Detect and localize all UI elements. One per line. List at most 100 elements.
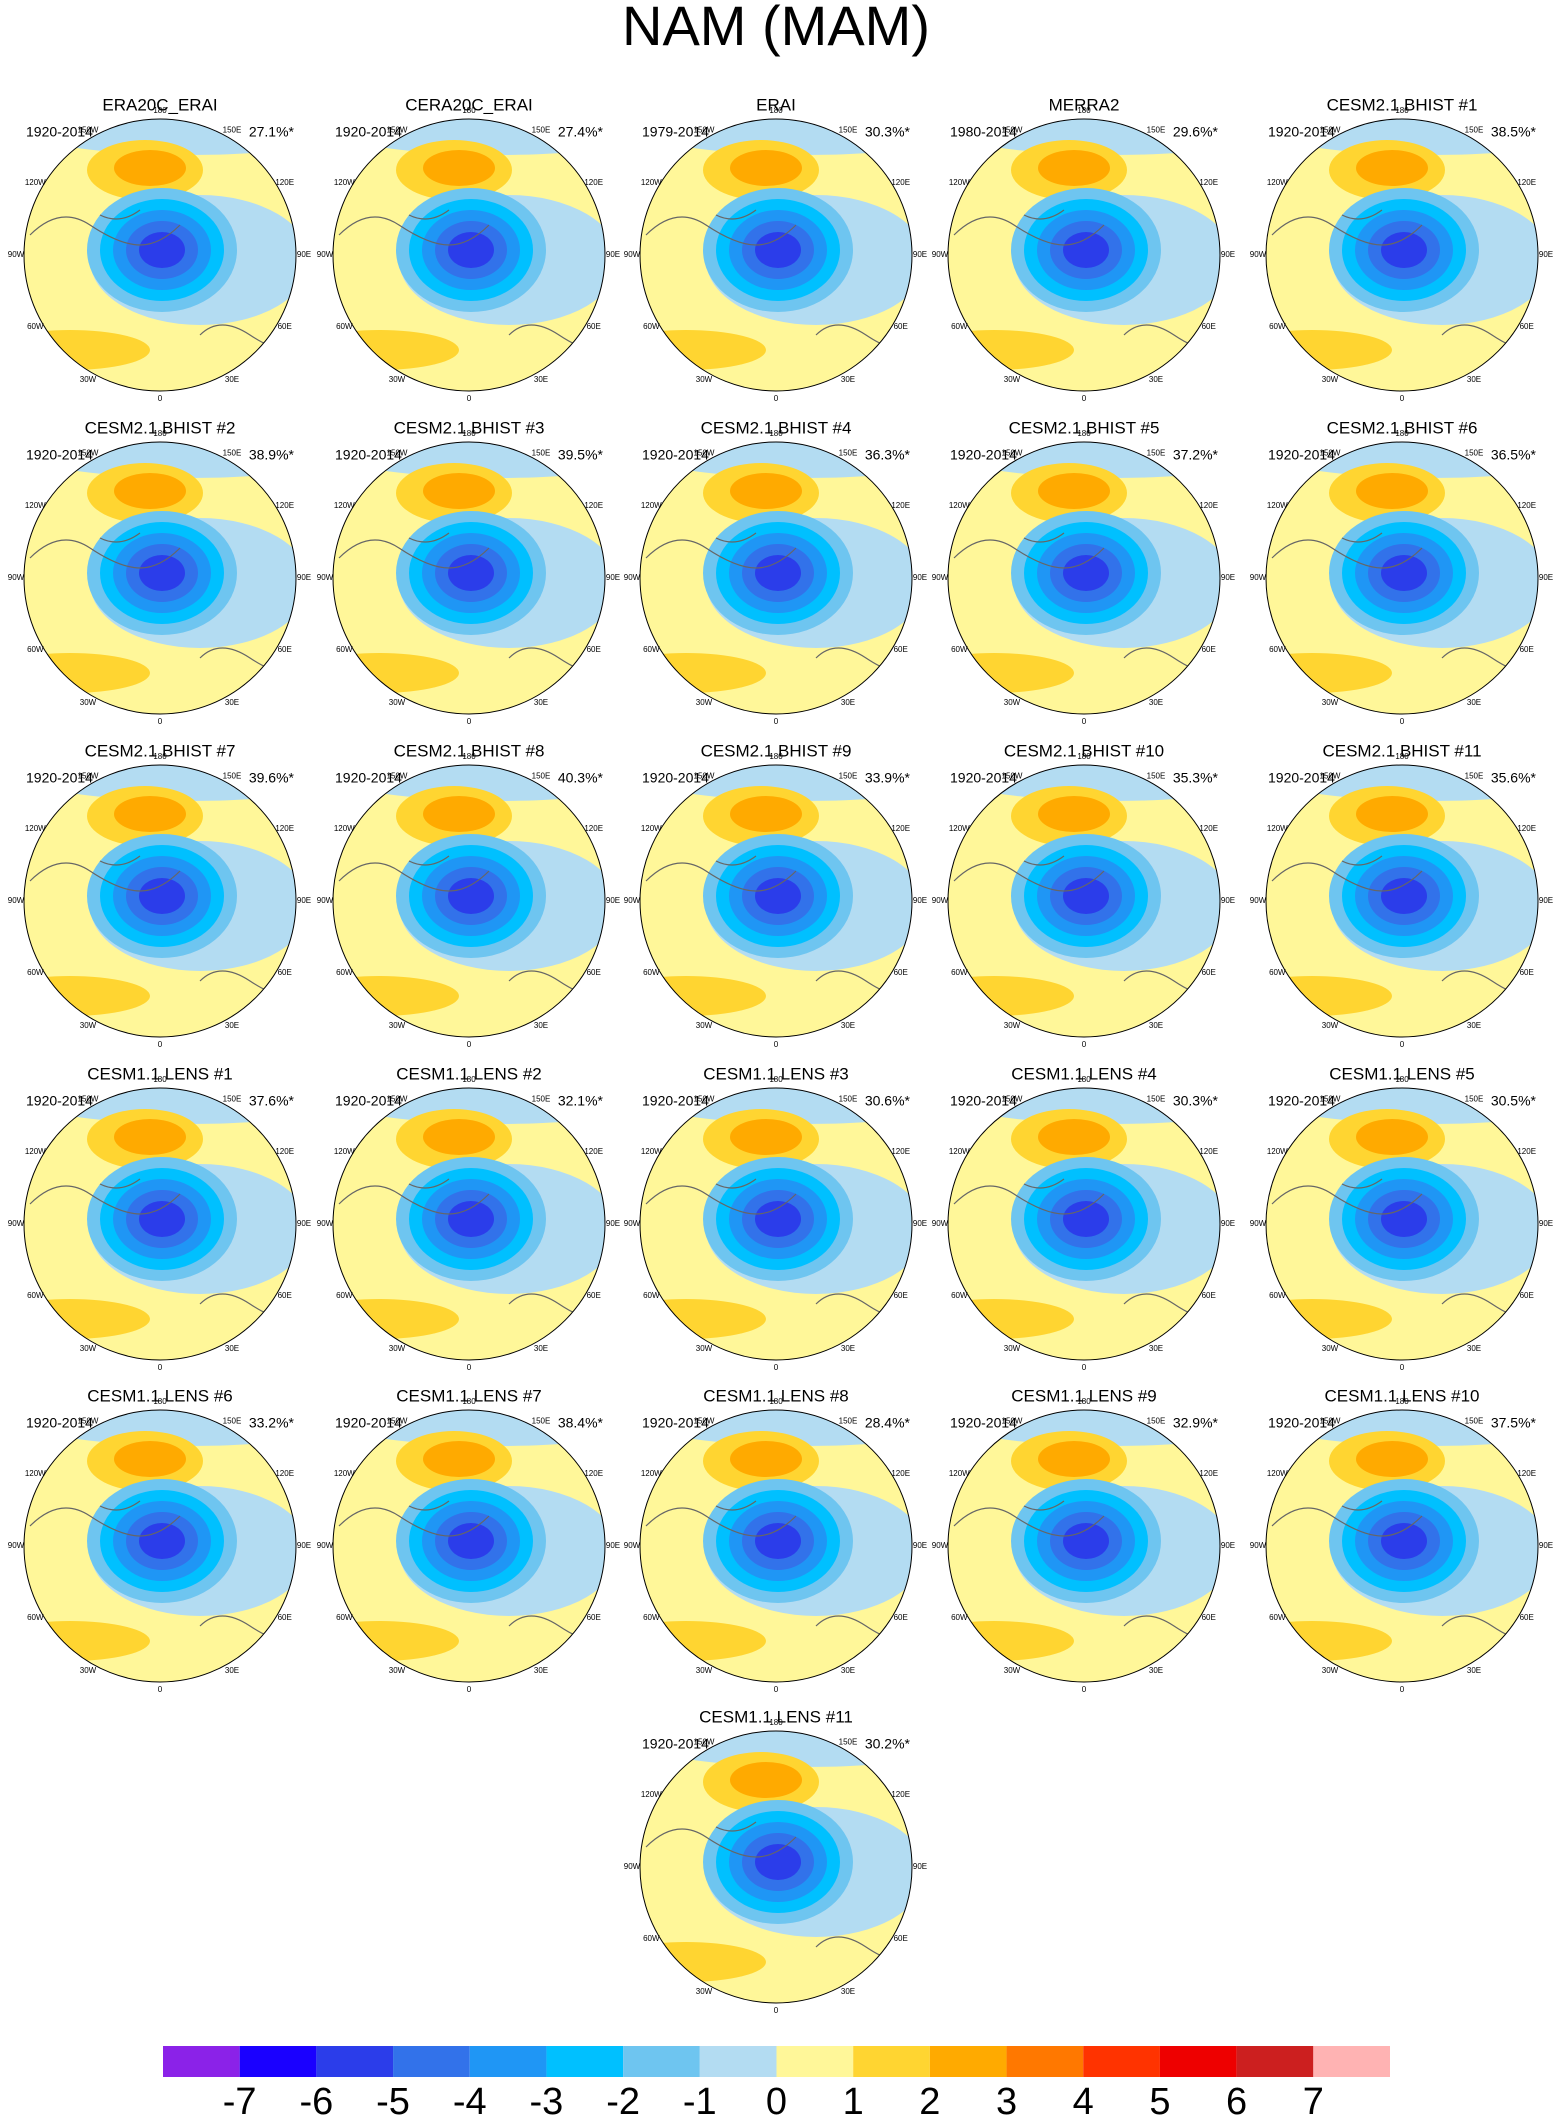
longitude-label: 30E <box>225 698 239 707</box>
panel-title: CERA20C_ERAI <box>405 95 533 114</box>
longitude-label: 30E <box>534 1344 548 1353</box>
colorbar-label: -5 <box>376 2081 410 2123</box>
longitude-label: 30E <box>1467 698 1481 707</box>
longitude-label: 120E <box>275 824 294 833</box>
colorbar-swatch <box>1159 2046 1237 2077</box>
panel-title: MERRA2 <box>1049 95 1120 114</box>
longitude-label: 0 <box>1082 717 1087 726</box>
longitude-label: 0 <box>1400 717 1405 726</box>
panel-variance: 38.9%* <box>249 447 295 463</box>
longitude-label: 30E <box>841 1344 855 1353</box>
panel-variance: 30.6%* <box>865 1093 911 1109</box>
longitude-label: 90W <box>8 1541 25 1550</box>
longitude-label: 180 <box>1077 752 1091 761</box>
light-blue-band <box>24 1410 296 1446</box>
longitude-label: 60E <box>1520 968 1534 977</box>
longitude-label: 120E <box>275 1147 294 1156</box>
longitude-label: 150E <box>1465 771 1484 780</box>
longitude-label: 150E <box>223 125 242 134</box>
longitude-label: 90W <box>624 1862 641 1871</box>
positive-anomaly <box>948 330 1074 370</box>
positive-anomaly <box>640 1621 766 1661</box>
longitude-label: 30E <box>534 1021 548 1030</box>
longitude-label: 60W <box>643 968 660 977</box>
longitude-label: 60W <box>1269 1613 1286 1622</box>
longitude-label: 30E <box>534 1666 548 1675</box>
positive-anomaly <box>730 473 802 509</box>
map-boundary <box>332 764 606 1038</box>
longitude-label: 90W <box>8 250 25 259</box>
longitude-label: 180 <box>462 429 476 438</box>
longitude-label: 150W <box>694 1416 715 1425</box>
panel-period: 1920-2014 <box>642 1736 709 1752</box>
longitude-label: 120W <box>334 1147 355 1156</box>
longitude-label: 60W <box>336 968 353 977</box>
longitude-label: 150W <box>1320 125 1341 134</box>
longitude-label: 30W <box>696 1666 713 1675</box>
longitude-label: 30E <box>841 375 855 384</box>
map-field <box>1266 1088 1538 1360</box>
longitude-label: 120W <box>25 501 46 510</box>
longitude-label: 90E <box>297 896 311 905</box>
longitude-label: 30E <box>841 698 855 707</box>
longitude-label: 30E <box>1467 1666 1481 1675</box>
longitude-label: 60E <box>1202 1613 1216 1622</box>
longitude-label: 60E <box>1202 968 1216 977</box>
colorbar-swatch <box>776 2046 854 2077</box>
negative-anomaly <box>755 555 801 591</box>
panel-variance: 28.4%* <box>865 1415 911 1431</box>
positive-anomaly <box>948 1621 1074 1661</box>
longitude-label: 30E <box>534 375 548 384</box>
map-panel: CESM1.1 LENS #11 1920-2014 30.2%* 180 150W 15… <box>624 1707 927 2015</box>
longitude-label: 180 <box>1077 429 1091 438</box>
panel-period: 1920-2014 <box>26 770 93 786</box>
panel-title: CESM1.1 LENS #1 <box>87 1064 233 1083</box>
colorbar-swatch <box>623 2046 700 2077</box>
positive-anomaly <box>333 976 459 1016</box>
longitude-label: 60W <box>27 322 44 331</box>
panel-variance: 37.6%* <box>249 1093 295 1109</box>
longitude-label: 150E <box>839 125 858 134</box>
longitude-label: 90W <box>317 896 334 905</box>
positive-anomaly <box>730 150 802 186</box>
negative-anomaly <box>139 1201 185 1237</box>
longitude-label: 30W <box>1322 1666 1339 1675</box>
panel-period: 1979-2014 <box>642 124 709 140</box>
longitude-label: 150W <box>1320 1416 1341 1425</box>
longitude-label: 0 <box>467 1363 472 1372</box>
map-boundary <box>332 118 606 392</box>
map-panel: CESM2.1 BHIST #10 1920-2014 35.3%* 180 150W 1… <box>932 741 1235 1049</box>
longitude-label: 150W <box>387 1416 408 1425</box>
light-blue-band <box>948 1410 1220 1446</box>
longitude-label: 120W <box>949 178 970 187</box>
negative-anomaly <box>448 1201 494 1237</box>
positive-anomaly <box>1038 1119 1110 1155</box>
positive-anomaly <box>730 1762 802 1798</box>
panel-period: 1920-2014 <box>1268 124 1335 140</box>
panel-period: 1920-2014 <box>642 1093 709 1109</box>
longitude-label: 90E <box>297 1219 311 1228</box>
longitude-label: 120E <box>891 1147 910 1156</box>
negative-anomaly <box>755 878 801 914</box>
longitude-label: 90E <box>1539 1219 1553 1228</box>
longitude-label: 90W <box>1250 1219 1267 1228</box>
longitude-label: 0 <box>158 1685 163 1694</box>
positive-anomaly <box>730 1441 802 1477</box>
longitude-label: 60W <box>1269 1291 1286 1300</box>
longitude-label: 90E <box>606 896 620 905</box>
longitude-label: 120E <box>1199 1147 1218 1156</box>
longitude-label: 150E <box>532 1416 551 1425</box>
longitude-label: 0 <box>467 1040 472 1049</box>
longitude-label: 60W <box>951 645 968 654</box>
longitude-label: 120W <box>641 1147 662 1156</box>
panel-period: 1920-2014 <box>1268 1093 1335 1109</box>
longitude-label: 150E <box>1147 125 1166 134</box>
longitude-label: 60E <box>278 645 292 654</box>
longitude-label: 120E <box>1517 1469 1536 1478</box>
figure-title: NAM (MAM) <box>622 0 930 57</box>
longitude-label: 120W <box>641 824 662 833</box>
panel-title: CESM2.1 BHIST #8 <box>394 741 545 760</box>
positive-anomaly <box>1356 796 1428 832</box>
negative-anomaly <box>139 232 185 268</box>
